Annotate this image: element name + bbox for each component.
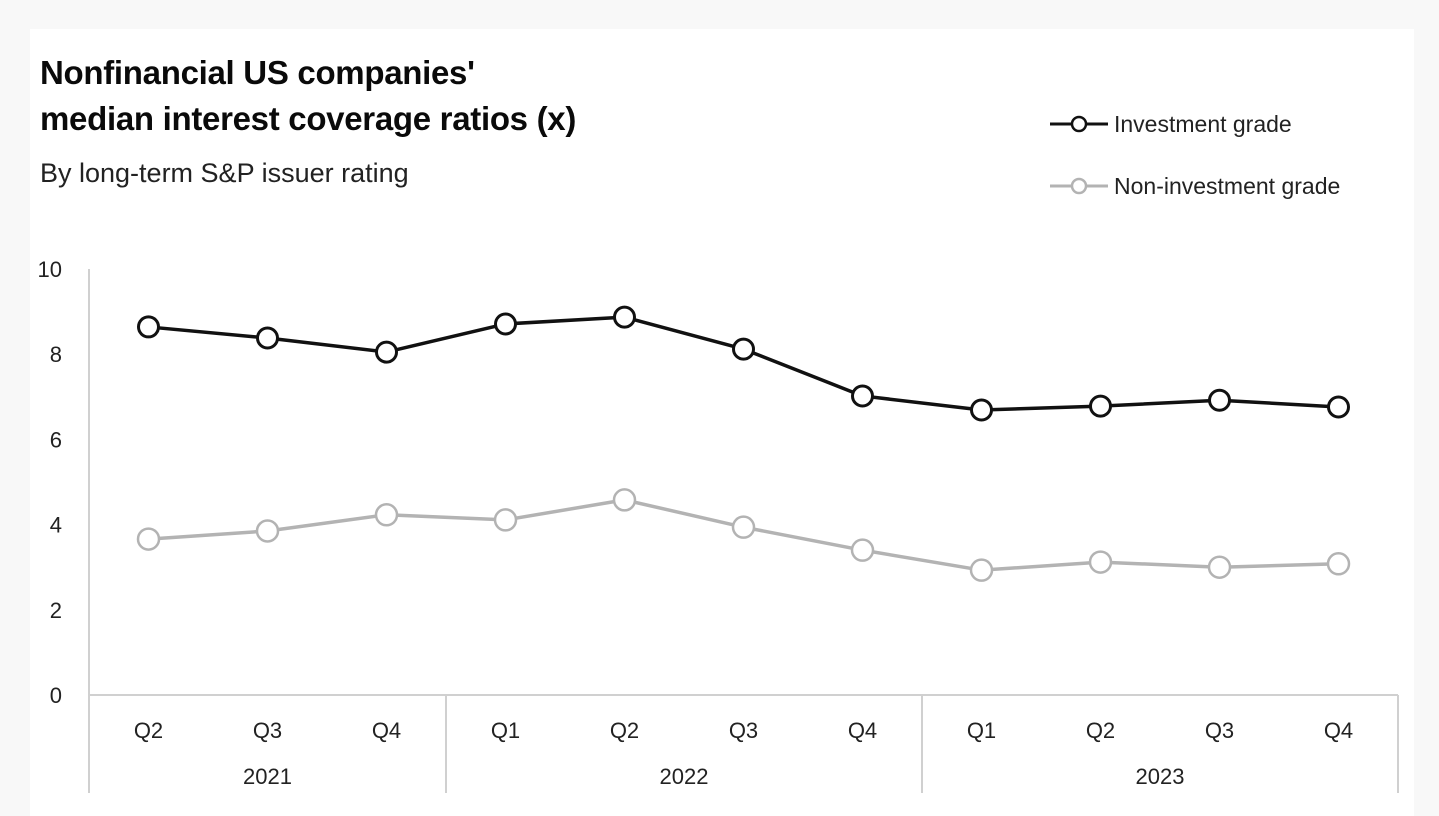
series-non-investment-grade — [136, 488, 1351, 582]
data-point-investment-grade — [1327, 395, 1350, 419]
data-point-non-investment-grade — [850, 538, 875, 562]
y-tick-label: 8 — [50, 342, 62, 367]
chart-subtitle: By long-term S&P issuer rating — [40, 158, 409, 188]
data-point-investment-grade — [375, 340, 398, 364]
legend-marker-non-investment-grade-icon — [1050, 177, 1108, 195]
chart-title: Nonfinancial US companies' median intere… — [40, 50, 576, 142]
data-point-investment-grade — [137, 315, 160, 339]
x-tick-label: Q2 — [134, 718, 163, 743]
y-tick-label: 2 — [50, 598, 62, 623]
data-point-non-investment-grade — [969, 558, 994, 582]
chart-title-line-1: Nonfinancial US companies' — [40, 54, 475, 91]
data-point-investment-grade — [1208, 388, 1231, 412]
data-point-investment-grade — [851, 384, 874, 408]
x-tick-label: Q3 — [1205, 718, 1234, 743]
legend-marker-investment-grade-icon — [1050, 115, 1108, 133]
legend-label-investment-grade: Investment grade — [1114, 110, 1292, 137]
data-point-non-investment-grade — [136, 527, 161, 551]
y-tick-label: 0 — [50, 683, 62, 708]
data-point-investment-grade — [256, 326, 279, 350]
year-group-label: 2023 — [1136, 764, 1185, 789]
x-tick-label: Q4 — [372, 718, 401, 743]
data-point-investment-grade — [1089, 394, 1112, 418]
data-point-non-investment-grade — [493, 508, 518, 532]
legend: Investment grade Non-investment grade — [1048, 106, 1340, 230]
data-point-non-investment-grade — [1207, 555, 1232, 579]
x-tick-label: Q3 — [729, 718, 758, 743]
legend-label-non-investment-grade: Non-investment grade — [1114, 172, 1341, 199]
data-point-investment-grade — [613, 305, 636, 329]
data-point-non-investment-grade — [612, 488, 637, 512]
chart-panel — [30, 29, 1414, 816]
y-tick-label: 10 — [38, 257, 62, 282]
data-point-non-investment-grade — [731, 515, 756, 539]
x-tick-label: Q4 — [1324, 718, 1353, 743]
series-line-investment-grade — [148, 315, 1339, 412]
data-point-non-investment-grade — [374, 503, 399, 527]
year-group-label: 2022 — [660, 764, 709, 789]
data-point-non-investment-grade — [1088, 550, 1113, 574]
legend-item-non-investment-grade: Non-investment grade — [1048, 168, 1340, 204]
data-point-non-investment-grade — [255, 519, 280, 543]
chart-title-line-2: median interest coverage ratios (x) — [40, 100, 577, 137]
year-group-label: 2021 — [243, 764, 292, 789]
x-tick-label: Q3 — [253, 718, 282, 743]
x-tick-label: Q1 — [491, 718, 520, 743]
x-tick-label: Q4 — [848, 718, 877, 743]
x-tick-label: Q2 — [1086, 718, 1115, 743]
data-point-investment-grade — [970, 398, 993, 422]
series-investment-grade — [137, 305, 1350, 422]
legend-item-investment-grade: Investment grade — [1048, 106, 1340, 142]
data-point-non-investment-grade — [1326, 552, 1351, 576]
x-tick-label: Q2 — [610, 718, 639, 743]
data-point-investment-grade — [732, 337, 755, 361]
x-tick-label: Q1 — [967, 718, 996, 743]
data-point-investment-grade — [494, 312, 517, 336]
y-tick-label: 4 — [50, 513, 62, 538]
y-tick-label: 6 — [50, 427, 62, 452]
